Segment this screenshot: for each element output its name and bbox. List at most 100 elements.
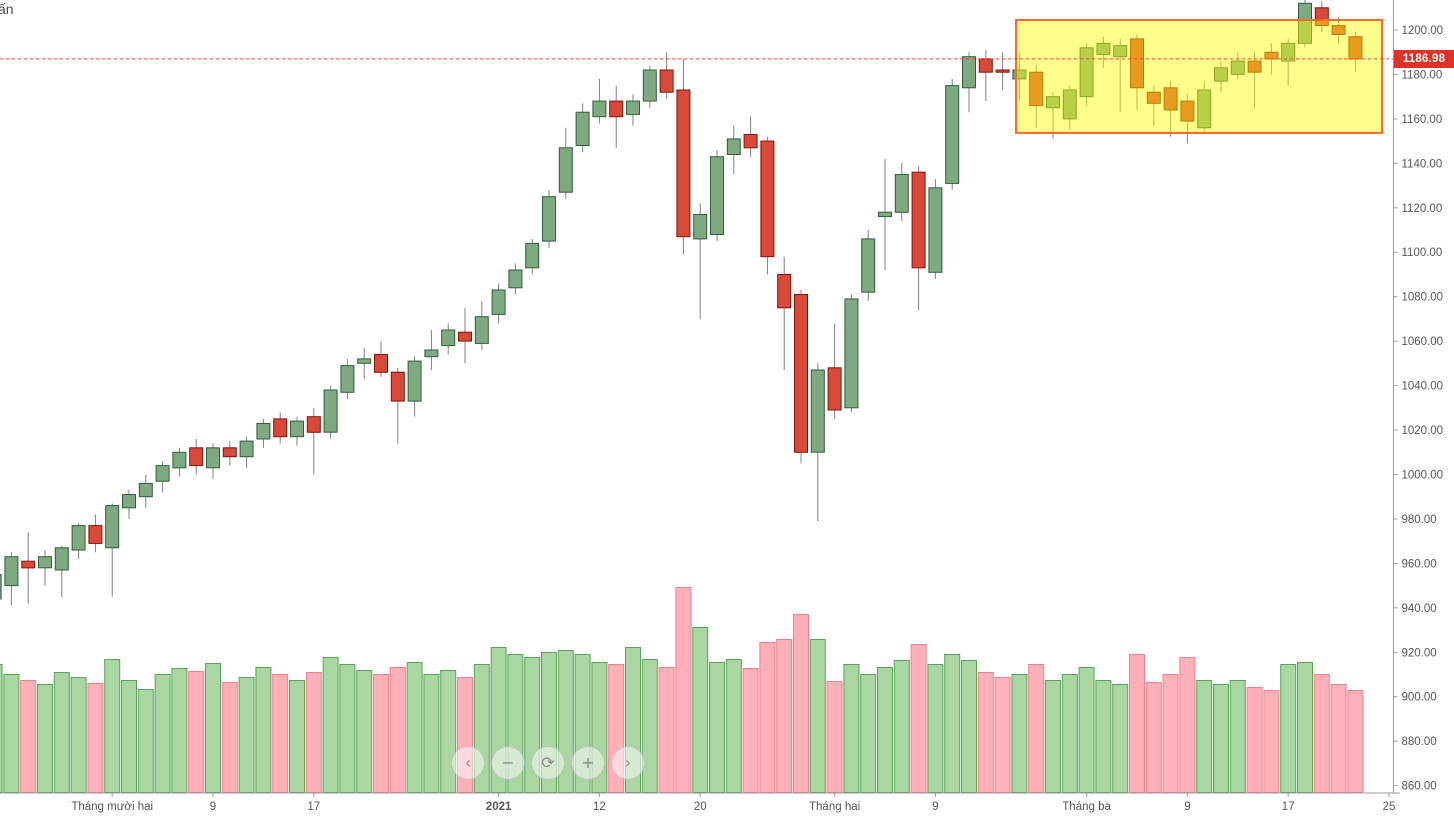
candle bbox=[995, 52, 1010, 90]
candle bbox=[1180, 94, 1195, 144]
scroll-right-button[interactable]: › bbox=[611, 746, 645, 780]
candle-body bbox=[1096, 42, 1111, 55]
candle-body bbox=[407, 360, 422, 402]
volume-bar bbox=[1347, 690, 1364, 793]
candle-body bbox=[642, 69, 657, 102]
zoom-out-button[interactable]: − bbox=[491, 746, 525, 780]
scroll-left-button[interactable]: ‹ bbox=[451, 746, 485, 780]
volume-bar bbox=[1280, 664, 1297, 793]
candle bbox=[21, 532, 36, 604]
candle-body bbox=[945, 85, 960, 184]
volume-bar bbox=[692, 627, 709, 793]
candle-body bbox=[374, 354, 388, 373]
candle-body bbox=[575, 111, 590, 146]
candle-body bbox=[38, 556, 52, 569]
candle-body bbox=[1281, 42, 1296, 62]
volume-bar bbox=[826, 681, 843, 793]
candle bbox=[945, 78, 960, 190]
candle-body bbox=[1264, 51, 1279, 60]
candle-body bbox=[777, 274, 792, 309]
candle bbox=[390, 367, 405, 444]
volume-bar bbox=[188, 671, 205, 793]
candle bbox=[1062, 85, 1077, 130]
x-tick-label: 12 bbox=[593, 801, 606, 813]
candle-body bbox=[1348, 36, 1363, 60]
candle-body bbox=[894, 174, 909, 213]
candle-body bbox=[1197, 89, 1212, 129]
candle bbox=[1348, 32, 1363, 73]
volume-bar bbox=[1229, 680, 1246, 793]
candle bbox=[777, 256, 792, 370]
candle-body bbox=[206, 447, 220, 469]
candle bbox=[1146, 85, 1161, 126]
candle bbox=[760, 136, 775, 275]
candle bbox=[1046, 92, 1060, 139]
volume-bar bbox=[205, 663, 221, 793]
candle-body bbox=[760, 140, 775, 258]
volume-bar bbox=[675, 587, 692, 793]
candle-body bbox=[962, 56, 976, 89]
candle bbox=[0, 574, 2, 600]
candle-body bbox=[676, 89, 691, 238]
candle bbox=[1314, 1, 1329, 33]
candle bbox=[374, 341, 388, 377]
volume-bar bbox=[658, 667, 675, 793]
candle bbox=[626, 94, 640, 126]
candle bbox=[542, 190, 556, 248]
highlight-box-annotation[interactable] bbox=[1015, 19, 1383, 134]
candle-body bbox=[1163, 87, 1178, 111]
x-tick-label: 20 bbox=[694, 801, 707, 813]
y-tick-label: 1100.00 bbox=[1402, 247, 1443, 259]
candle-body bbox=[1062, 89, 1077, 120]
candle bbox=[122, 490, 136, 519]
reset-zoom-button[interactable]: ⟳ bbox=[531, 746, 565, 780]
candle-body bbox=[424, 349, 439, 358]
candle bbox=[256, 418, 271, 448]
candle-body bbox=[1130, 38, 1144, 89]
volume-bar bbox=[1011, 674, 1028, 793]
candle bbox=[54, 545, 69, 597]
candle-body bbox=[743, 134, 758, 149]
candle-body bbox=[710, 156, 724, 235]
candle bbox=[1331, 16, 1346, 44]
x-tick-label: 17 bbox=[307, 801, 320, 813]
candle-body bbox=[911, 171, 926, 269]
candle-body bbox=[1247, 60, 1262, 73]
candle bbox=[1029, 65, 1044, 128]
candle-body bbox=[1314, 7, 1329, 27]
candle-body bbox=[609, 100, 624, 118]
candle-body bbox=[189, 447, 204, 467]
volume-bar bbox=[423, 674, 440, 793]
candle bbox=[1298, 0, 1312, 48]
x-tick-label: 9 bbox=[1184, 801, 1190, 813]
candle-body bbox=[155, 465, 170, 482]
candle-body bbox=[390, 371, 405, 402]
volume-bar bbox=[860, 674, 877, 793]
candle-body bbox=[558, 147, 573, 193]
volume-bar bbox=[910, 644, 927, 793]
candle bbox=[206, 443, 220, 479]
volume-bar bbox=[994, 677, 1011, 793]
candle-body bbox=[726, 138, 741, 155]
candle-body bbox=[323, 389, 338, 433]
volume-bar bbox=[1313, 674, 1330, 793]
volume-bar bbox=[843, 664, 860, 793]
zoom-in-button[interactable]: + bbox=[571, 746, 605, 780]
x-tick-label: 9 bbox=[210, 801, 216, 813]
y-tick-label: 1200.00 bbox=[1402, 25, 1444, 37]
x-tick-label: Tháng hai bbox=[809, 801, 860, 813]
volume-bar bbox=[356, 670, 373, 793]
x-tick-label: 9 bbox=[932, 801, 938, 813]
volume-bar bbox=[104, 659, 121, 793]
candle-body bbox=[810, 369, 825, 453]
candle-body bbox=[172, 451, 187, 469]
volume-bar bbox=[1129, 654, 1145, 793]
volume-bar bbox=[3, 674, 20, 793]
candle bbox=[306, 407, 321, 475]
x-tick-label: Tháng ba bbox=[1062, 801, 1111, 813]
volume-bar bbox=[322, 657, 339, 793]
candle bbox=[1230, 52, 1245, 79]
y-tick-label: 1120.00 bbox=[1402, 203, 1443, 215]
